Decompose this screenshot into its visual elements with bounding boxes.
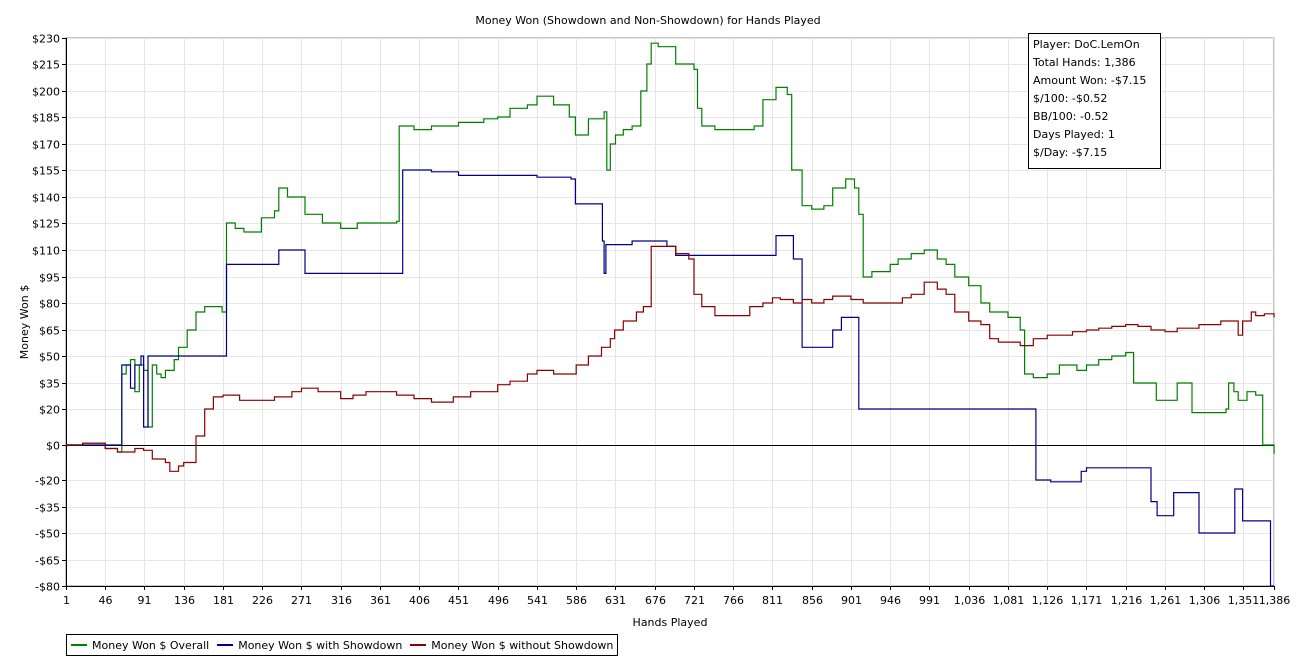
x-tick-label: 1,036 bbox=[954, 594, 986, 607]
y-tick-label: $95 bbox=[39, 272, 60, 285]
x-tick-label: 766 bbox=[723, 594, 744, 607]
x-tick-label: 181 bbox=[213, 594, 234, 607]
y-tick-label: $170 bbox=[32, 139, 60, 152]
y-tick-label: -$20 bbox=[35, 475, 60, 488]
x-tick-label: 1,261 bbox=[1150, 594, 1182, 607]
x-tick-label: 901 bbox=[841, 594, 862, 607]
chart-legend: Money Won $ Overall Money Won $ with Sho… bbox=[66, 634, 619, 656]
chart-title: Money Won (Showdown and Non-Showdown) fo… bbox=[475, 14, 821, 27]
y-tick-label: -$65 bbox=[35, 555, 60, 568]
legend-label-showdown: Money Won $ with Showdown bbox=[238, 638, 403, 652]
stat-bb-per-100: BB/100: -0.52 bbox=[1033, 110, 1109, 123]
stat-total-hands: Total Hands: 1,386 bbox=[1033, 56, 1136, 69]
y-tick-label: $185 bbox=[32, 112, 60, 125]
x-tick-label: 451 bbox=[448, 594, 469, 607]
y-tick-label: -$80 bbox=[35, 581, 60, 594]
x-tick-label: 361 bbox=[370, 594, 391, 607]
x-tick-label: 1,216 bbox=[1111, 594, 1143, 607]
x-tick-label: 226 bbox=[252, 594, 273, 607]
x-tick-label: 1,171 bbox=[1071, 594, 1103, 607]
y-tick-label: $125 bbox=[32, 218, 60, 231]
x-tick-label: 136 bbox=[174, 594, 195, 607]
legend-swatch-showdown bbox=[217, 644, 234, 646]
x-tick-label: 946 bbox=[880, 594, 901, 607]
y-tick-label: $155 bbox=[32, 165, 60, 178]
x-tick-label: 1,386 bbox=[1259, 594, 1291, 607]
y-tick-label: $20 bbox=[39, 404, 60, 417]
y-tick-label: $110 bbox=[32, 245, 60, 258]
y-tick-label: $50 bbox=[39, 351, 60, 364]
x-axis-label: Hands Played bbox=[633, 616, 708, 629]
x-tick-label: 586 bbox=[566, 594, 587, 607]
x-tick-label: 721 bbox=[684, 594, 705, 607]
legend-swatch-non-showdown bbox=[410, 644, 427, 646]
x-tick-label: 631 bbox=[605, 594, 626, 607]
y-tick-label: $0 bbox=[46, 440, 60, 453]
x-tick-label: 496 bbox=[488, 594, 509, 607]
legend-label-overall: Money Won $ Overall bbox=[92, 638, 210, 652]
y-tick-label: $65 bbox=[39, 325, 60, 338]
y-tick-label: $200 bbox=[32, 86, 60, 99]
stat-days-played: Days Played: 1 bbox=[1033, 128, 1115, 141]
legend-item-overall: Money Won $ Overall bbox=[71, 639, 209, 652]
y-tick-label: $230 bbox=[32, 33, 60, 46]
x-tick-label: 1,351 bbox=[1228, 594, 1260, 607]
x-tick-label: 676 bbox=[645, 594, 666, 607]
player-stats-box: Player: DoC.LemOn Total Hands: 1,386 Amo… bbox=[1028, 33, 1161, 169]
x-tick-label: 856 bbox=[802, 594, 823, 607]
legend-label-non-showdown: Money Won $ without Showdown bbox=[431, 638, 614, 652]
series-line-non-showdown bbox=[66, 245, 1275, 472]
stat-player: Player: DoC.LemOn bbox=[1033, 38, 1140, 51]
y-tick-label: $35 bbox=[39, 378, 60, 391]
stat-per-100: $/100: -$0.52 bbox=[1033, 92, 1108, 105]
y-axis-label: Money Won $ bbox=[18, 285, 31, 359]
series-line-overall bbox=[66, 42, 1275, 454]
x-tick-label: 271 bbox=[291, 594, 312, 607]
legend-item-non-showdown: Money Won $ without Showdown bbox=[410, 639, 613, 652]
x-tick-label: 91 bbox=[138, 594, 152, 607]
x-tick-label: 1,081 bbox=[993, 594, 1025, 607]
x-tick-label: 1 bbox=[63, 594, 70, 607]
x-tick-label: 1,306 bbox=[1189, 594, 1221, 607]
y-tick-label: $80 bbox=[39, 298, 60, 311]
y-tick-label: -$50 bbox=[35, 528, 60, 541]
stat-amount-won: Amount Won: -$7.15 bbox=[1033, 74, 1147, 87]
x-tick-label: 46 bbox=[99, 594, 113, 607]
stat-per-day: $/Day: -$7.15 bbox=[1033, 146, 1108, 159]
x-tick-label: 316 bbox=[331, 594, 352, 607]
x-tick-label: 541 bbox=[527, 594, 548, 607]
x-tick-label: 1,126 bbox=[1032, 594, 1064, 607]
legend-item-showdown: Money Won $ with Showdown bbox=[217, 639, 402, 652]
x-tick-label: 991 bbox=[919, 594, 940, 607]
y-tick-label: $215 bbox=[32, 59, 60, 72]
x-tick-label: 811 bbox=[762, 594, 783, 607]
legend-swatch-overall bbox=[71, 644, 87, 646]
y-tick-label: $140 bbox=[32, 192, 60, 205]
y-tick-label: -$35 bbox=[35, 502, 60, 515]
series-line-showdown bbox=[66, 169, 1274, 587]
x-tick-label: 406 bbox=[409, 594, 430, 607]
